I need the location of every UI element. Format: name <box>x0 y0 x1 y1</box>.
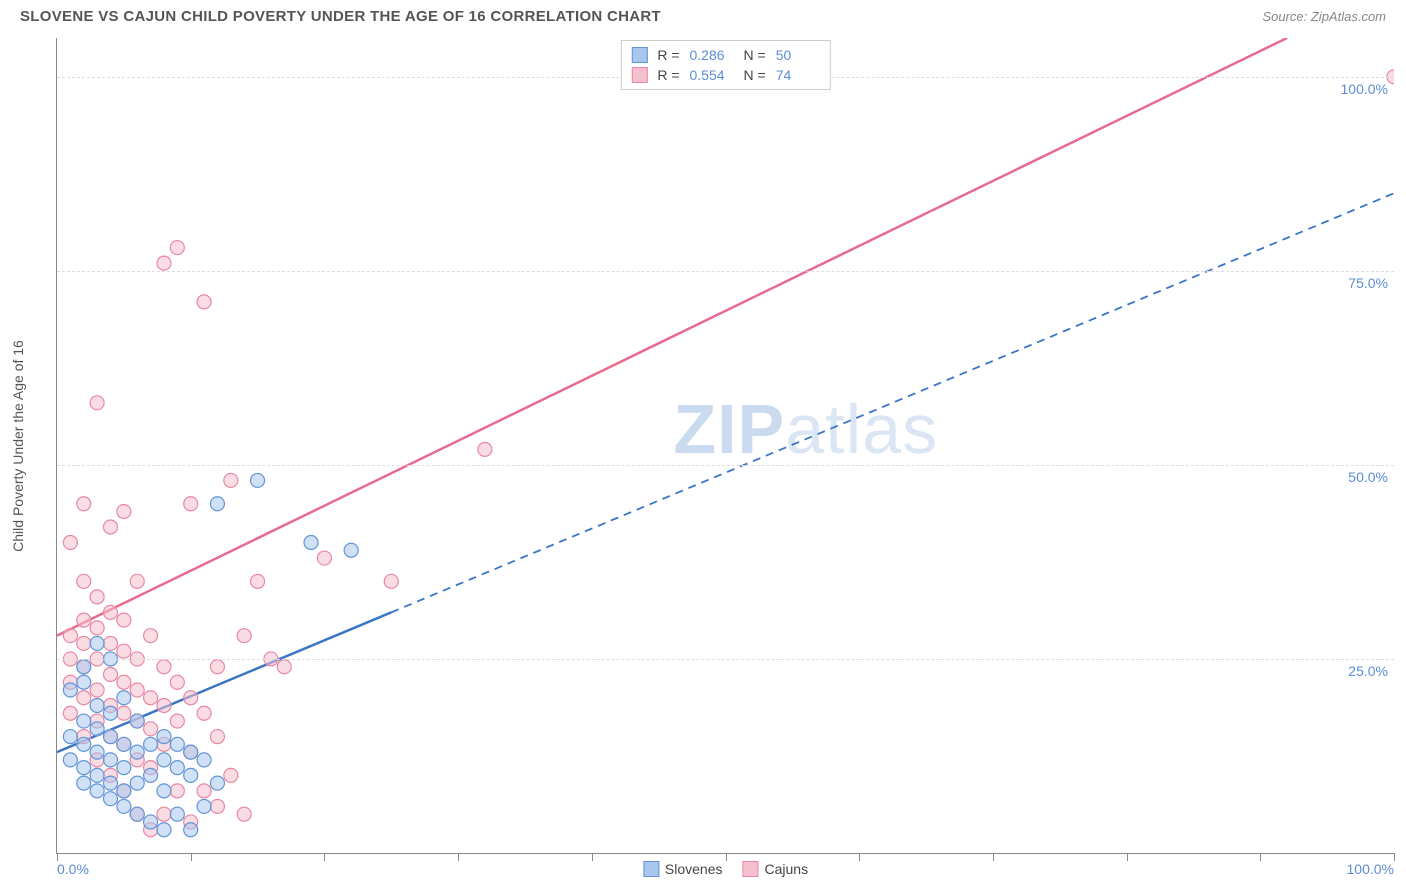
x-tick <box>1127 853 1128 861</box>
r-value: 0.554 <box>690 67 734 83</box>
legend-swatch-icon <box>743 861 759 877</box>
chart-source: Source: ZipAtlas.com <box>1262 9 1386 24</box>
y-axis-label: Child Poverty Under the Age of 16 <box>10 340 26 552</box>
legend-stats-row: R = 0.286 N = 50 <box>631 45 819 65</box>
x-axis-min-label: 0.0% <box>57 861 89 877</box>
y-tick-label: 75.0% <box>1348 275 1388 291</box>
y-tick-label: 25.0% <box>1348 663 1388 679</box>
legend-item: Cajuns <box>743 861 809 877</box>
gridline <box>57 271 1394 272</box>
legend-swatch-icon <box>631 47 647 63</box>
legend-swatch-icon <box>643 861 659 877</box>
legend-label: Slovenes <box>665 861 723 877</box>
x-tick <box>191 853 192 861</box>
y-tick-label: 50.0% <box>1348 469 1388 485</box>
trend-lines-layer <box>57 38 1394 853</box>
legend-swatch-icon <box>631 67 647 83</box>
gridline <box>57 465 1394 466</box>
x-tick <box>1394 853 1395 861</box>
r-value: 0.286 <box>690 47 734 63</box>
chart-title: SLOVENE VS CAJUN CHILD POVERTY UNDER THE… <box>20 8 661 25</box>
r-label: R = <box>657 47 679 63</box>
gridline <box>57 659 1394 660</box>
chart-area: Child Poverty Under the Age of 16 ZIPatl… <box>48 38 1394 854</box>
watermark: ZIPatlas <box>673 389 938 469</box>
x-tick <box>726 853 727 861</box>
plot-area: ZIPatlas R = 0.286 N = 50 R = 0.554 N = … <box>56 38 1394 854</box>
legend-stats: R = 0.286 N = 50 R = 0.554 N = 74 <box>620 40 830 90</box>
scatter-points-layer <box>57 38 1394 853</box>
chart-header: SLOVENE VS CAJUN CHILD POVERTY UNDER THE… <box>0 0 1406 29</box>
legend-stats-row: R = 0.554 N = 74 <box>631 65 819 85</box>
n-label: N = <box>744 67 766 83</box>
x-tick <box>57 853 58 861</box>
x-tick <box>1260 853 1261 861</box>
x-axis-max-label: 100.0% <box>1347 861 1394 877</box>
legend-series: Slovenes Cajuns <box>643 861 808 877</box>
x-tick <box>458 853 459 861</box>
y-tick-label: 100.0% <box>1341 81 1388 97</box>
n-value: 50 <box>776 47 820 63</box>
x-tick <box>859 853 860 861</box>
x-tick <box>592 853 593 861</box>
x-tick <box>324 853 325 861</box>
n-label: N = <box>744 47 766 63</box>
legend-item: Slovenes <box>643 861 723 877</box>
legend-label: Cajuns <box>765 861 809 877</box>
n-value: 74 <box>776 67 820 83</box>
r-label: R = <box>657 67 679 83</box>
x-tick <box>993 853 994 861</box>
